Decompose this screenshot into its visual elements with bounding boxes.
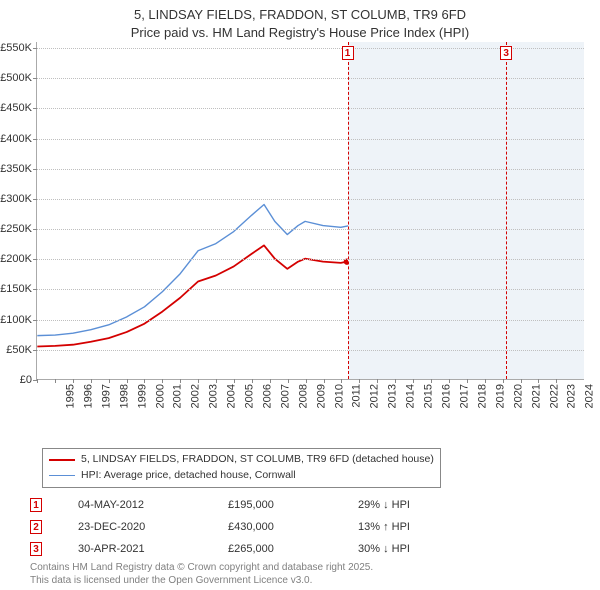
transaction-price: £430,000 xyxy=(228,521,358,533)
x-axis-label: 2010 xyxy=(333,384,345,408)
x-axis-label: 2011 xyxy=(350,384,362,408)
plot-inner: 13 xyxy=(37,42,584,379)
gridline xyxy=(37,320,584,321)
gridline xyxy=(37,199,584,200)
y-axis-label: £200K xyxy=(0,253,32,265)
transaction-price: £265,000 xyxy=(228,543,358,555)
chart-container: 5, LINDSAY FIELDS, FRADDON, ST COLUMB, T… xyxy=(0,0,600,590)
x-axis-label: 2016 xyxy=(441,384,453,408)
x-axis-label: 2021 xyxy=(530,384,542,408)
transactions-table: 1 04-MAY-2012£195,00029% ↓ HPI 2 23-DEC-202… xyxy=(30,494,570,560)
x-axis-label: 2017 xyxy=(458,384,470,408)
y-axis-label: £350K xyxy=(0,163,32,175)
y-axis-label: £0 xyxy=(0,374,32,386)
transaction-row: 2 23-DEC-2020£430,00013% ↑ HPI xyxy=(30,516,570,538)
x-axis-label: 2019 xyxy=(494,384,506,408)
transaction-diff: 30% ↓ HPI xyxy=(358,543,508,555)
y-axis-label: £400K xyxy=(0,133,32,145)
gridline xyxy=(37,78,584,79)
transaction-date: 04-MAY-2012 xyxy=(78,499,228,511)
x-axis-label: 2020 xyxy=(512,384,524,408)
y-axis-label: £500K xyxy=(0,72,32,84)
y-axis-label: £300K xyxy=(0,193,32,205)
marker-line xyxy=(348,42,349,379)
transaction-number: 3 xyxy=(30,542,42,556)
transaction-diff: 13% ↑ HPI xyxy=(358,521,508,533)
marker-number: 3 xyxy=(500,46,512,60)
plot: 13 xyxy=(36,42,584,380)
x-axis-label: 2013 xyxy=(387,384,399,408)
x-axis-label: 1998 xyxy=(118,384,130,408)
gridline xyxy=(37,259,584,260)
x-axis-label: 2022 xyxy=(548,384,560,408)
y-axis-label: £100K xyxy=(0,314,32,326)
x-axis-label: 2018 xyxy=(476,384,488,408)
x-axis-label: 2003 xyxy=(208,384,220,408)
transaction-price: £195,000 xyxy=(228,499,358,511)
x-axis-label: 2009 xyxy=(315,384,327,408)
x-axis-label: 2015 xyxy=(423,384,435,408)
legend-swatch xyxy=(49,475,75,476)
gridline xyxy=(37,169,584,170)
title-line-2: Price paid vs. HM Land Registry's House … xyxy=(4,24,596,42)
y-axis-label: £150K xyxy=(0,283,32,295)
gridline xyxy=(37,108,584,109)
marker-number: 1 xyxy=(342,46,354,60)
transaction-number: 2 xyxy=(30,520,42,534)
x-axis-label: 2006 xyxy=(261,384,273,408)
x-axis-label: 2023 xyxy=(566,384,578,408)
x-axis-label: 1995 xyxy=(64,384,76,408)
gridline xyxy=(37,229,584,230)
x-axis-label: 2008 xyxy=(297,384,309,408)
footnote-line-2: This data is licensed under the Open Gov… xyxy=(30,575,373,588)
marker-line xyxy=(506,42,507,379)
gridline xyxy=(37,350,584,351)
footnote-line-1: Contains HM Land Registry data © Crown c… xyxy=(30,562,373,575)
x-axis-label: 2001 xyxy=(172,384,184,408)
transaction-date: 30-APR-2021 xyxy=(78,543,228,555)
transaction-row: 3 30-APR-2021£265,00030% ↓ HPI xyxy=(30,538,570,560)
legend-item: 5, LINDSAY FIELDS, FRADDON, ST COLUMB, T… xyxy=(49,452,434,468)
x-axis-label: 2000 xyxy=(154,384,166,408)
x-axis-label: 1996 xyxy=(82,384,94,408)
transaction-row: 1 04-MAY-2012£195,00029% ↓ HPI xyxy=(30,494,570,516)
x-axis-label: 2014 xyxy=(405,384,417,408)
x-axis-label: 2005 xyxy=(244,384,256,408)
legend-swatch xyxy=(49,459,75,461)
y-axis-label: £50K xyxy=(0,344,32,356)
x-axis-label: 2012 xyxy=(369,384,381,408)
transaction-diff: 29% ↓ HPI xyxy=(358,499,508,511)
transaction-date: 23-DEC-2020 xyxy=(78,521,228,533)
title-line-1: 5, LINDSAY FIELDS, FRADDON, ST COLUMB, T… xyxy=(4,6,596,24)
x-axis-label: 1999 xyxy=(136,384,148,408)
shaded-region xyxy=(348,42,584,379)
gridline xyxy=(37,289,584,290)
y-axis-label: £250K xyxy=(0,223,32,235)
x-axis-label: 1997 xyxy=(100,384,112,408)
x-axis-label: 2002 xyxy=(190,384,202,408)
chart-area: 13 £0£50K£100K£150K£200K£250K£300K£350K£… xyxy=(36,42,584,402)
footnote: Contains HM Land Registry data © Crown c… xyxy=(30,562,373,587)
legend: 5, LINDSAY FIELDS, FRADDON, ST COLUMB, T… xyxy=(42,448,441,488)
x-axis-label: 2024 xyxy=(584,384,596,408)
y-axis-label: £450K xyxy=(0,102,32,114)
x-axis-label: 2007 xyxy=(279,384,291,408)
transaction-number: 1 xyxy=(30,498,42,512)
gridline xyxy=(37,139,584,140)
y-axis-label: £550K xyxy=(0,42,32,54)
legend-label: 5, LINDSAY FIELDS, FRADDON, ST COLUMB, T… xyxy=(81,452,434,468)
x-axis-label: 2004 xyxy=(226,384,238,408)
legend-label: HPI: Average price, detached house, Corn… xyxy=(81,468,296,484)
title-block: 5, LINDSAY FIELDS, FRADDON, ST COLUMB, T… xyxy=(0,0,600,43)
legend-item: HPI: Average price, detached house, Corn… xyxy=(49,468,434,484)
